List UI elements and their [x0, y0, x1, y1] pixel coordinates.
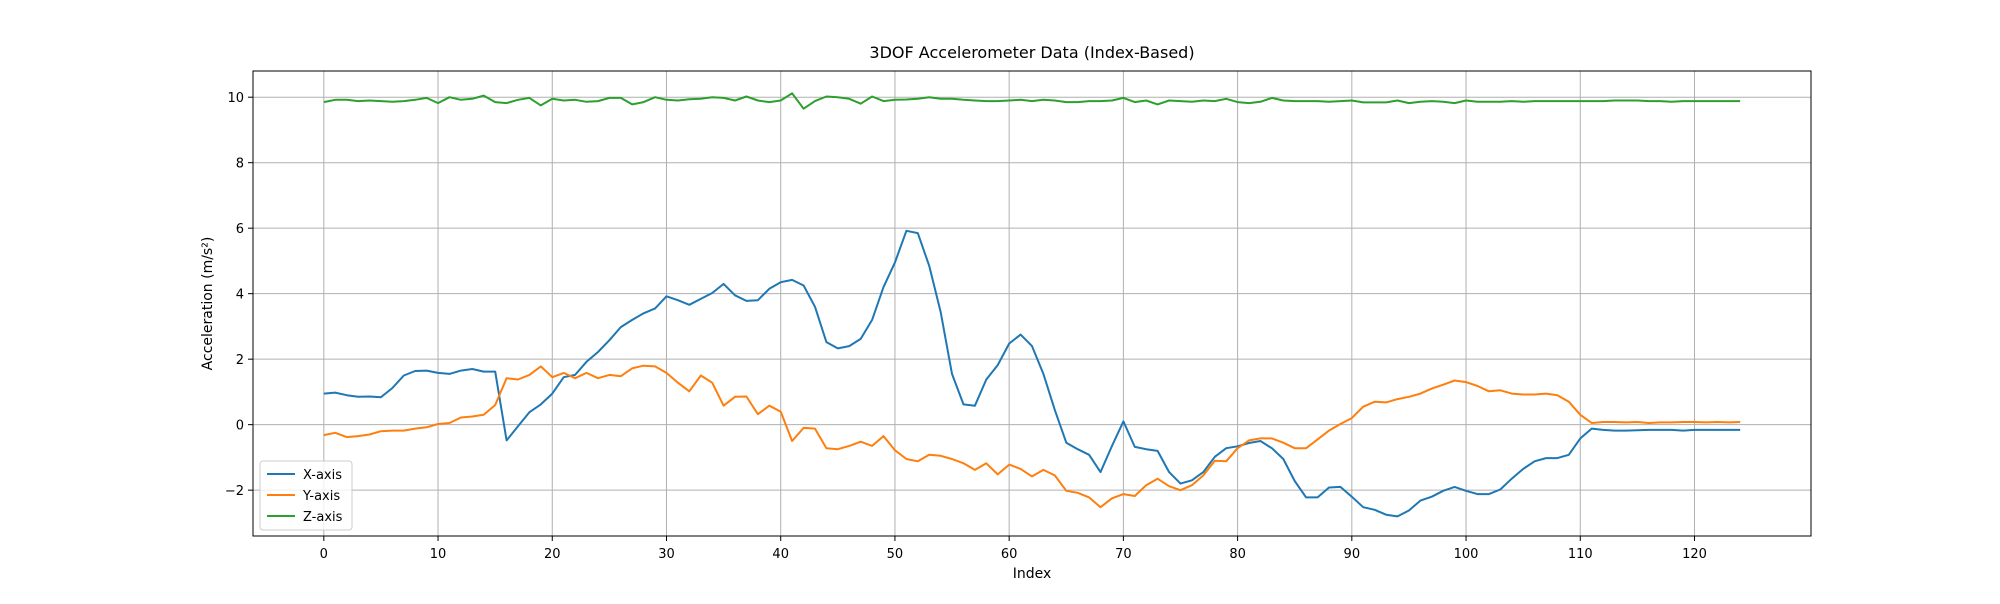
y-tick-label: 10	[227, 91, 244, 106]
legend-box	[259, 460, 353, 531]
x-tick-label: 60	[1001, 547, 1018, 562]
series-line-x-axis	[323, 229, 1741, 518]
x-tick-label: 30	[658, 547, 675, 562]
legend-label: Z-axis	[303, 510, 343, 525]
x-tick-label: 120	[1682, 547, 1707, 562]
x-tick-label: 70	[1115, 547, 1132, 562]
x-tick-label: 40	[772, 547, 789, 562]
y-tick-label: 2	[236, 353, 244, 368]
y-tick-label: 8	[236, 157, 244, 172]
legend-label: Y-axis	[302, 489, 340, 504]
legend: X-axis Y-axis Z-axis	[259, 460, 353, 531]
y-axis-label: Acceleration (m/s²)	[200, 237, 216, 371]
x-tick-label: 80	[1229, 547, 1246, 562]
x-tick-label: 20	[544, 547, 561, 562]
x-axis-label: Index	[1013, 566, 1052, 582]
y-tick-label: 6	[236, 222, 244, 237]
plot-area-frame	[252, 70, 1812, 537]
x-tick-label: 100	[1454, 547, 1479, 562]
series-line-y-axis	[323, 364, 1741, 509]
y-tick-label: 0	[236, 419, 244, 434]
series-line-z-axis	[323, 92, 1741, 110]
grid-lines	[253, 71, 1811, 536]
legend-label: X-axis	[303, 468, 342, 483]
x-tick-label: 10	[430, 547, 447, 562]
y-tick-label: −2	[225, 484, 244, 499]
x-tick-label: 110	[1568, 547, 1593, 562]
y-tick-label: 4	[236, 288, 244, 303]
series-lines	[323, 92, 1741, 518]
x-tick-label: 90	[1344, 547, 1361, 562]
x-axis-ticks: 0 10 20 30 40 50 60 70 80 90 100 110 120	[320, 536, 1707, 562]
x-tick-label: 0	[320, 547, 328, 562]
chart-title: 3DOF Accelerometer Data (Index-Based)	[869, 43, 1194, 62]
x-tick-label: 50	[887, 547, 904, 562]
y-axis-ticks: −2 0 2 4 6 8 10	[225, 91, 253, 499]
